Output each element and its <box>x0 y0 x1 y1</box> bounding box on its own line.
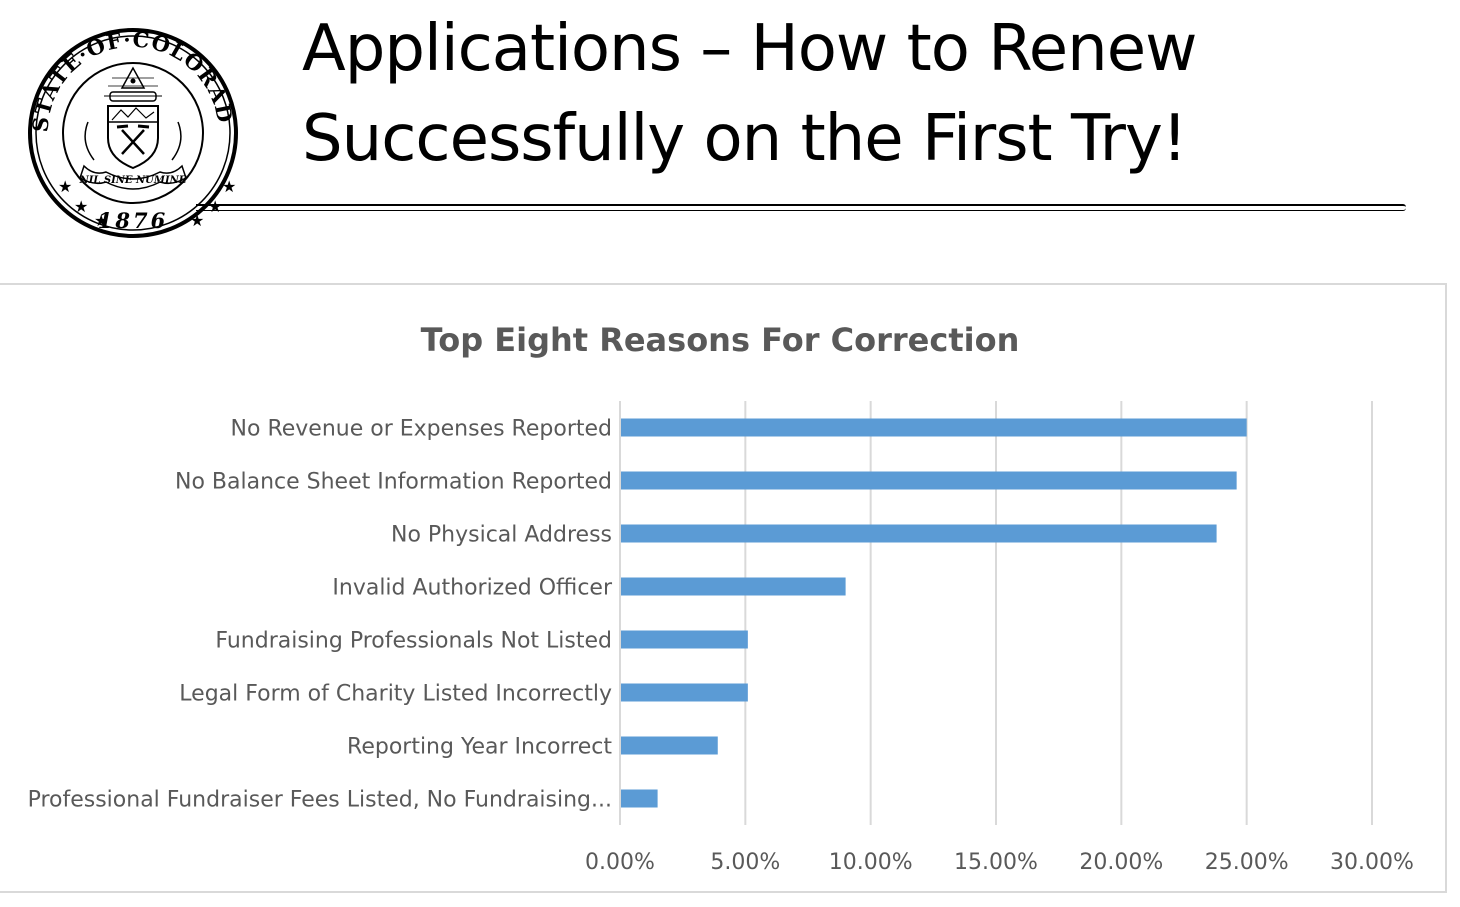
category-label: Invalid Authorized Officer <box>332 576 613 601</box>
x-tick-label: 30.00% <box>1330 850 1414 875</box>
bar <box>621 789 658 808</box>
slide-title-line-1: Applications – How to Renew <box>302 12 1197 86</box>
category-label: Reporting Year Incorrect <box>347 735 612 760</box>
bar <box>621 471 1237 490</box>
bar <box>621 418 1247 437</box>
bar <box>621 736 718 755</box>
seal-star-icon: ★ <box>222 177 236 196</box>
chart-title: Top Eight Reasons For Correction <box>421 321 1020 359</box>
category-labels: No Revenue or Expenses Reported No Balanc… <box>28 417 613 813</box>
category-label: Professional Fundraiser Fees Listed, No … <box>28 788 612 813</box>
bars <box>621 418 1247 808</box>
slide-title-line-2: Successfully on the First Try! <box>302 102 1188 176</box>
bar <box>621 524 1217 543</box>
category-label: Fundraising Professionals Not Listed <box>215 629 612 654</box>
chart-area: Top Eight Reasons For Correction No Reve… <box>0 283 1447 893</box>
x-tick-label: 15.00% <box>954 850 1038 875</box>
bar-chart: Top Eight Reasons For Correction No Reve… <box>28 321 1414 875</box>
x-tick-label: 20.00% <box>1079 850 1163 875</box>
x-tick-label: 10.00% <box>829 850 913 875</box>
bar <box>621 630 748 649</box>
x-axis-ticks: 0.00% 5.00% 10.00% 15.00% 20.00% 25.00% 30.00% <box>585 850 1414 875</box>
x-tick-label: 5.00% <box>710 850 780 875</box>
colorado-state-seal: STATE·OF·COLORADO NIL SINE NUMINE ★ ★ ★ … <box>24 26 238 238</box>
bar <box>621 683 748 702</box>
seal-motto: NIL SINE NUMINE <box>79 175 187 186</box>
seal-star-icon: ★ <box>94 211 108 230</box>
seal-star-icon: ★ <box>74 197 88 216</box>
bar <box>621 577 846 596</box>
x-tick-label: 0.00% <box>585 850 655 875</box>
seal-star-icon: ★ <box>190 211 204 230</box>
seal-year: 1876 <box>98 208 168 233</box>
category-label: No Balance Sheet Information Reported <box>175 470 612 495</box>
title-underline <box>196 204 1406 211</box>
category-label: No Revenue or Expenses Reported <box>231 417 612 442</box>
gridlines <box>619 401 1373 825</box>
slide-title: Applications – How to Renew Successfully… <box>302 4 1197 184</box>
seal-star-icon: ★ <box>58 177 72 196</box>
category-label: No Physical Address <box>391 523 612 548</box>
x-tick-label: 25.00% <box>1205 850 1289 875</box>
category-label: Legal Form of Charity Listed Incorrectly <box>179 682 612 707</box>
seal-star-icon: ★ <box>208 197 222 216</box>
